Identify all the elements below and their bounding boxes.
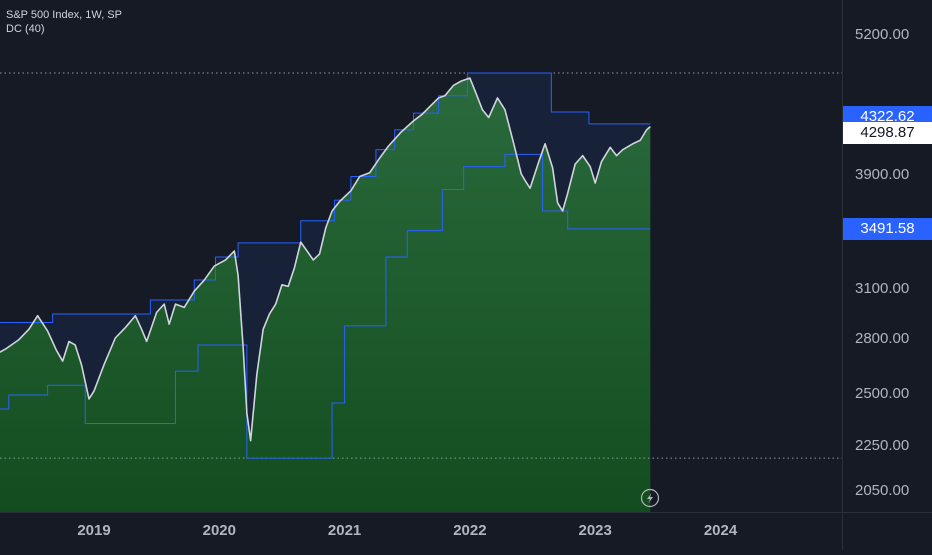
time-scale[interactable]: 2019 2020 2021 2022 2023 2024 [77, 522, 738, 539]
time-tick-label: 2020 [203, 522, 236, 539]
price-area-fill [0, 78, 651, 513]
time-tick-label: 2019 [77, 522, 110, 539]
price-tick-label: 5200.00 [855, 26, 909, 43]
lightning-icon[interactable] [640, 488, 660, 508]
price-tick-label: 2250.00 [855, 437, 909, 454]
price-tick-label: 2050.00 [855, 482, 909, 499]
indicator-label[interactable]: DC (40) [6, 23, 45, 35]
price-tick-label: 3900.00 [855, 166, 909, 183]
donchian-upper-line[interactable] [0, 72, 651, 323]
last-price-badge: 4298.87 [843, 122, 932, 145]
time-tick-label: 2023 [579, 522, 612, 539]
time-tick-label: 2022 [453, 522, 486, 539]
chart-legend: S&P 500 Index, 1W, SP DC (40) [6, 8, 122, 36]
price-tick-label: 2800.00 [855, 330, 909, 347]
price-line[interactable] [0, 77, 651, 442]
time-tick-label: 2024 [704, 522, 738, 539]
price-scale[interactable]: 5200.00 3900.00 3100.00 2800.00 2500.00 2250.… [855, 26, 909, 499]
time-tick-label: 2021 [328, 522, 361, 539]
lower-channel-price-badge: 3491.58 [843, 217, 932, 240]
price-tick-label: 3100.00 [855, 280, 909, 297]
price-tick-label: 2500.00 [855, 385, 909, 402]
donchian-lower-line[interactable] [0, 153, 651, 459]
symbol-title[interactable]: S&P 500 Index, 1W, SP [6, 9, 122, 21]
